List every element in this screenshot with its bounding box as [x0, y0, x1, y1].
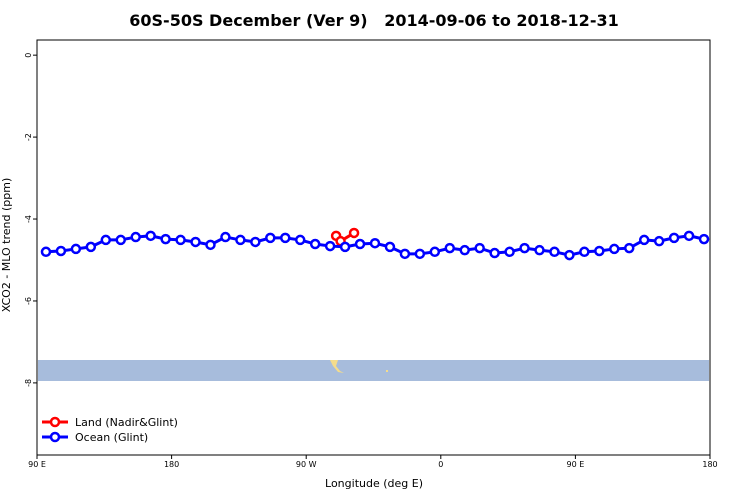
- map-strip: [38, 360, 709, 381]
- plot-frame: [36, 39, 711, 456]
- point: [444, 242, 456, 254]
- point: [504, 246, 515, 258]
- point: [653, 235, 665, 247]
- point: [579, 246, 590, 258]
- point: [309, 238, 321, 250]
- point: [638, 234, 650, 246]
- point: [70, 243, 82, 255]
- point: [100, 234, 112, 246]
- legend-marker: [49, 416, 61, 428]
- y-axis-label: XCO2 - MLO trend (ppm): [0, 178, 13, 313]
- x-tick-label: 90 E: [28, 460, 46, 469]
- point: [324, 240, 336, 252]
- x-tick-label: 180: [164, 460, 179, 469]
- y-tick-label: 0: [24, 53, 33, 58]
- point: [85, 241, 97, 253]
- legend-label: Land (Nadir&Glint): [75, 416, 178, 429]
- point: [698, 233, 710, 245]
- point: [519, 242, 530, 254]
- x-tick-label: 0: [438, 460, 443, 469]
- point: [549, 246, 560, 258]
- point: [175, 234, 186, 246]
- point: [55, 245, 67, 257]
- point: [594, 245, 605, 257]
- point: [265, 232, 276, 244]
- point: [348, 227, 360, 239]
- legend-marker: [49, 431, 61, 443]
- point: [220, 231, 231, 243]
- x-tick-label: 180: [702, 460, 717, 469]
- point: [369, 237, 381, 249]
- point: [190, 236, 201, 248]
- point: [280, 232, 291, 244]
- point: [354, 238, 366, 250]
- y-tick-label: -4: [24, 215, 33, 223]
- point: [668, 232, 680, 244]
- point: [160, 233, 171, 245]
- map-land: [386, 370, 388, 372]
- y-tick-label: -8: [24, 379, 33, 387]
- point: [474, 242, 485, 254]
- chart-title: 60S-50S December (Ver 9) 2014-09-06 to 2…: [129, 11, 618, 30]
- y-tick-label: -6: [24, 297, 33, 305]
- point: [294, 234, 306, 246]
- x-axis-label: Longitude (deg E): [325, 477, 423, 490]
- point: [414, 248, 426, 260]
- legend-label: Ocean (Glint): [75, 431, 148, 444]
- point: [489, 247, 500, 259]
- point: [130, 231, 141, 243]
- point: [384, 241, 396, 253]
- point: [145, 230, 156, 242]
- point: [399, 248, 411, 260]
- x-tick-label: 90 W: [296, 460, 317, 469]
- point: [534, 244, 545, 256]
- point: [683, 230, 695, 242]
- point: [235, 234, 246, 246]
- point: [205, 239, 216, 251]
- point: [429, 246, 441, 258]
- point: [459, 244, 470, 256]
- map-land: [330, 360, 344, 373]
- y-tick-label: -2: [24, 133, 33, 141]
- point: [250, 236, 261, 248]
- point: [339, 241, 351, 253]
- x-tick-label: 90 E: [567, 460, 585, 469]
- point: [623, 242, 635, 254]
- point: [115, 234, 127, 246]
- point: [609, 243, 620, 255]
- point: [40, 246, 52, 258]
- point: [564, 249, 575, 261]
